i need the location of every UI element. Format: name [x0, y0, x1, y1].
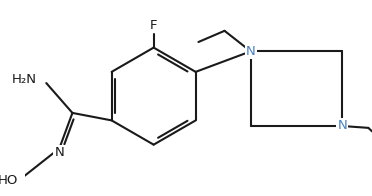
- Text: N: N: [246, 45, 256, 58]
- Text: N: N: [54, 146, 64, 159]
- Text: F: F: [150, 19, 157, 32]
- Text: N: N: [337, 120, 347, 132]
- Text: H₂N: H₂N: [12, 73, 37, 86]
- Text: HO: HO: [0, 174, 18, 187]
